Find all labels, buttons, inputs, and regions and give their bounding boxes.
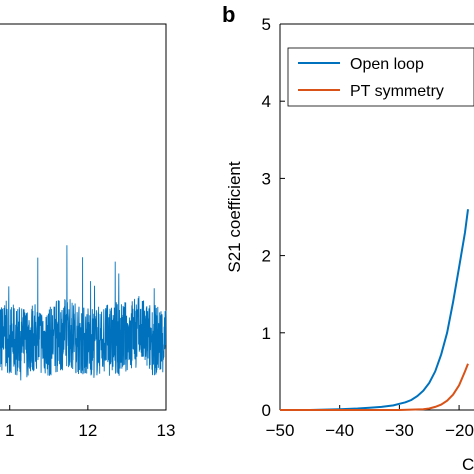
legend-entry-label: PT symmetry [350, 83, 444, 100]
panel-b-x-axis-label-fragment: C [462, 455, 474, 474]
panel-a-x-tick-label: 12 [78, 421, 97, 440]
panel-b-y-tick-label: 0 [262, 401, 271, 420]
panel-b-x-tick-label: −30 [385, 421, 414, 440]
panel-a-series-group [0, 245, 167, 381]
panel-a-series-line [0, 245, 167, 381]
panel-b-x-tick-label: −50 [266, 421, 295, 440]
panel-b-y-tick-label: 1 [262, 324, 271, 343]
panel-b-x-tick-label: −40 [325, 421, 354, 440]
legend: Open loop PT symmetry [287, 47, 474, 107]
panel-a-axes-box [0, 23, 167, 411]
series-line-open-loop [280, 209, 469, 411]
panel-b-y-ticks: 0 1 2 3 4 5 [262, 15, 285, 420]
panel-b-series-group [280, 209, 469, 411]
panel-a-x-tick-label: 1 [5, 421, 14, 440]
panel-b-y-tick-label: 3 [262, 169, 271, 188]
panel-label-b: b [222, 2, 235, 27]
panel-a-x-ticks: 1 12 13 [5, 405, 175, 440]
legend-entry-label: Open loop [350, 56, 424, 73]
panel-b-y-tick-label: 4 [262, 92, 271, 111]
panel-b-y-tick-label: 5 [262, 15, 271, 34]
panel-a-chart: 1 12 13 [0, 23, 175, 440]
panel-b-y-axis-label: S21 coefficient [225, 161, 244, 272]
panel-b-x-ticks: −50 −40 −30 −20 [266, 405, 474, 440]
panel-a-x-tick-label: 13 [157, 421, 176, 440]
legend-box [287, 47, 474, 107]
panel-b-x-tick-label: −20 [445, 421, 474, 440]
panel-b-y-tick-label: 2 [262, 247, 271, 266]
series-line-pt-symmetry [280, 363, 469, 411]
